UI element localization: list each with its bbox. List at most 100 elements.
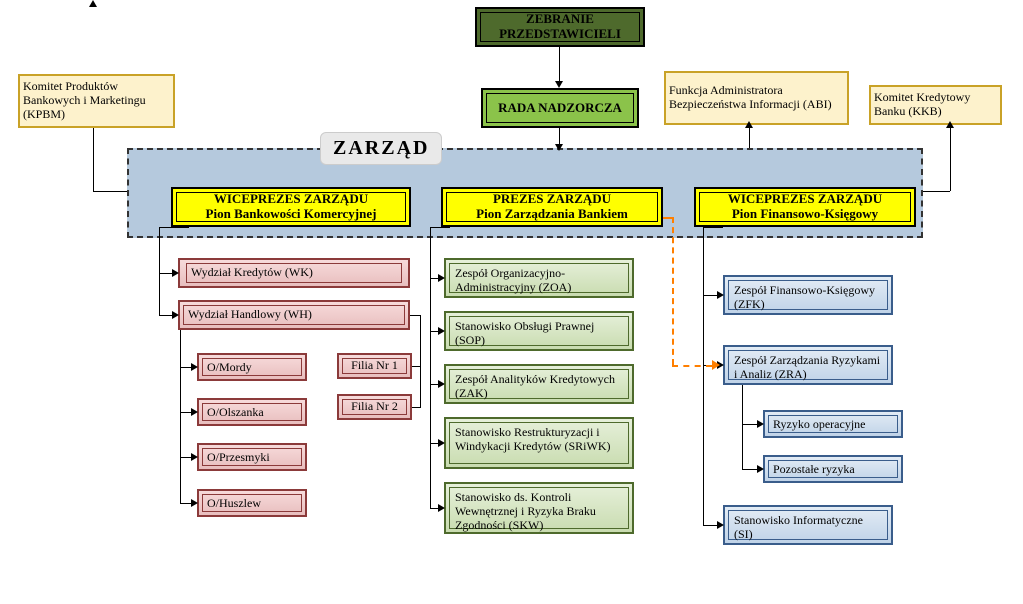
conn — [742, 424, 757, 425]
conn — [420, 315, 421, 408]
box-zfk: Zespół Finansowo-Księgowy (ZFK) — [723, 275, 893, 315]
box-f1: Filia Nr 1 — [337, 353, 412, 379]
si-text: Stanowisko Informatyczne (SI) — [734, 514, 882, 542]
conn — [703, 295, 717, 296]
arrow — [717, 521, 724, 529]
dash — [663, 217, 673, 219]
wk-text: Wydział Kredytów (WK) — [191, 266, 397, 280]
conn — [159, 315, 172, 316]
box-wh: Wydział Handlowy (WH) — [178, 300, 410, 330]
box-zra: Zespół Zarządzania Ryzykami i Analiz (ZR… — [723, 345, 893, 385]
sop-text: Stanowisko Obsługi Prawnej (SOP) — [455, 320, 623, 348]
box-sop: Stanowisko Obsługi Prawnej (SOP) — [444, 311, 634, 351]
arrow — [191, 499, 198, 507]
pillar-right-title: WICEPREZES ZARZĄDU — [728, 192, 882, 207]
pr-text: Pozostałe ryzyka — [773, 463, 893, 477]
zarzad-label: ZARZĄD — [320, 132, 442, 165]
pillar-mid-title: PREZES ZARZĄDU — [493, 192, 611, 207]
arrow — [191, 408, 198, 416]
conn — [430, 227, 450, 228]
conn — [412, 407, 420, 408]
kkb-box: Komitet Kredytowy Banku (KKB) — [869, 85, 1002, 125]
conn — [180, 503, 191, 504]
arrow — [757, 420, 764, 428]
conn — [742, 385, 743, 470]
conn — [412, 366, 420, 367]
conn — [410, 315, 420, 316]
f1-text: Filia Nr 1 — [351, 359, 398, 373]
arrow — [745, 121, 753, 128]
sriwk-text: Stanowisko Restrukturyzacji i Windykacji… — [455, 426, 623, 454]
rada-text: RADA NADZORCZA — [498, 101, 622, 116]
conn — [93, 128, 94, 191]
abi-box: Funkcja Administratora Bezpieczeństwa In… — [664, 71, 849, 125]
wh-text: Wydział Handlowy (WH) — [188, 308, 400, 322]
zfk-text: Zespół Finansowo-Księgowy (ZFK) — [734, 284, 882, 312]
arrow — [438, 327, 445, 335]
o2-text: O/Olszanka — [207, 406, 297, 420]
conn — [180, 457, 191, 458]
arrow — [191, 453, 198, 461]
box-o1: O/Mordy — [197, 353, 307, 381]
o1-text: O/Mordy — [207, 361, 297, 375]
kkb-text: Komitet Kredytowy Banku (KKB) — [874, 91, 997, 119]
pillar-right-sub: Pion Finansowo-Księgowy — [732, 207, 878, 222]
arrow — [555, 144, 563, 151]
box-pr: Pozostałe ryzyka — [763, 455, 903, 483]
pillar-right: WICEPREZES ZARZĄDUPion Finansowo-Księgow… — [694, 187, 916, 227]
arrow — [946, 121, 954, 128]
conn — [703, 525, 717, 526]
arrow — [438, 504, 445, 512]
conn — [159, 227, 189, 228]
conn — [742, 469, 757, 470]
arrow — [757, 465, 764, 473]
arrow-orange — [712, 360, 720, 370]
o4-text: O/Huszlew — [207, 497, 297, 511]
pillar-mid: PREZES ZARZĄDUPion Zarządzania Bankiem — [441, 187, 663, 227]
arrow — [438, 274, 445, 282]
arrow — [438, 439, 445, 447]
box-sriwk: Stanowisko Restrukturyzacji i Windykacji… — [444, 417, 634, 469]
arrow — [172, 311, 179, 319]
abi-text: Funkcja Administratora Bezpieczeństwa In… — [669, 84, 844, 112]
pillar-left-sub: Pion Bankowości Komercyjnej — [206, 207, 377, 222]
conn — [923, 191, 950, 192]
kpbm-box: Komitet Produktów Bankowych i Marketingu… — [18, 74, 175, 128]
zebranie-box: ZEBRANIE PRZEDSTAWICIELI — [475, 7, 645, 47]
conn — [430, 227, 431, 509]
box-si: Stanowisko Informatyczne (SI) — [723, 505, 893, 545]
box-wk: Wydział Kredytów (WK) — [178, 258, 410, 288]
box-zoa: Zespół Organizacyjno-Administracyjny (ZO… — [444, 258, 634, 298]
box-o2: O/Olszanka — [197, 398, 307, 426]
zebranie-text: ZEBRANIE PRZEDSTAWICIELI — [485, 12, 635, 42]
box-f2: Filia Nr 2 — [337, 394, 412, 420]
conn — [950, 125, 951, 191]
box-ro: Ryzyko operacyjne — [763, 410, 903, 438]
arrow — [89, 0, 97, 7]
rada-box: RADA NADZORCZA — [481, 88, 639, 128]
pillar-mid-sub: Pion Zarządzania Bankiem — [476, 207, 628, 222]
zoa-text: Zespół Organizacyjno-Administracyjny (ZO… — [455, 267, 623, 295]
conn — [749, 125, 750, 148]
conn — [93, 191, 127, 192]
o3-text: O/Przesmyki — [207, 451, 297, 465]
conn — [180, 412, 191, 413]
box-o3: O/Przesmyki — [197, 443, 307, 471]
zra-text: Zespół Zarządzania Ryzykami i Analiz (ZR… — [734, 354, 882, 382]
arrow — [438, 380, 445, 388]
pillar-left-title: WICEPREZES ZARZĄDU — [214, 192, 368, 207]
box-zak: Zespół Analityków Kredytowych (ZAK) — [444, 364, 634, 404]
conn — [180, 367, 191, 368]
arrow — [717, 291, 724, 299]
arrow — [172, 269, 179, 277]
zak-text: Zespół Analityków Kredytowych (ZAK) — [455, 373, 623, 401]
conn — [559, 47, 560, 81]
dash — [672, 365, 712, 367]
box-skw: Stanowisko ds. Kontroli Wewnętrznej i Ry… — [444, 482, 634, 534]
conn — [180, 330, 181, 504]
f2-text: Filia Nr 2 — [351, 400, 398, 414]
conn — [703, 227, 723, 228]
conn — [159, 227, 160, 316]
ro-text: Ryzyko operacyjne — [773, 418, 893, 432]
box-o4: O/Huszlew — [197, 489, 307, 517]
